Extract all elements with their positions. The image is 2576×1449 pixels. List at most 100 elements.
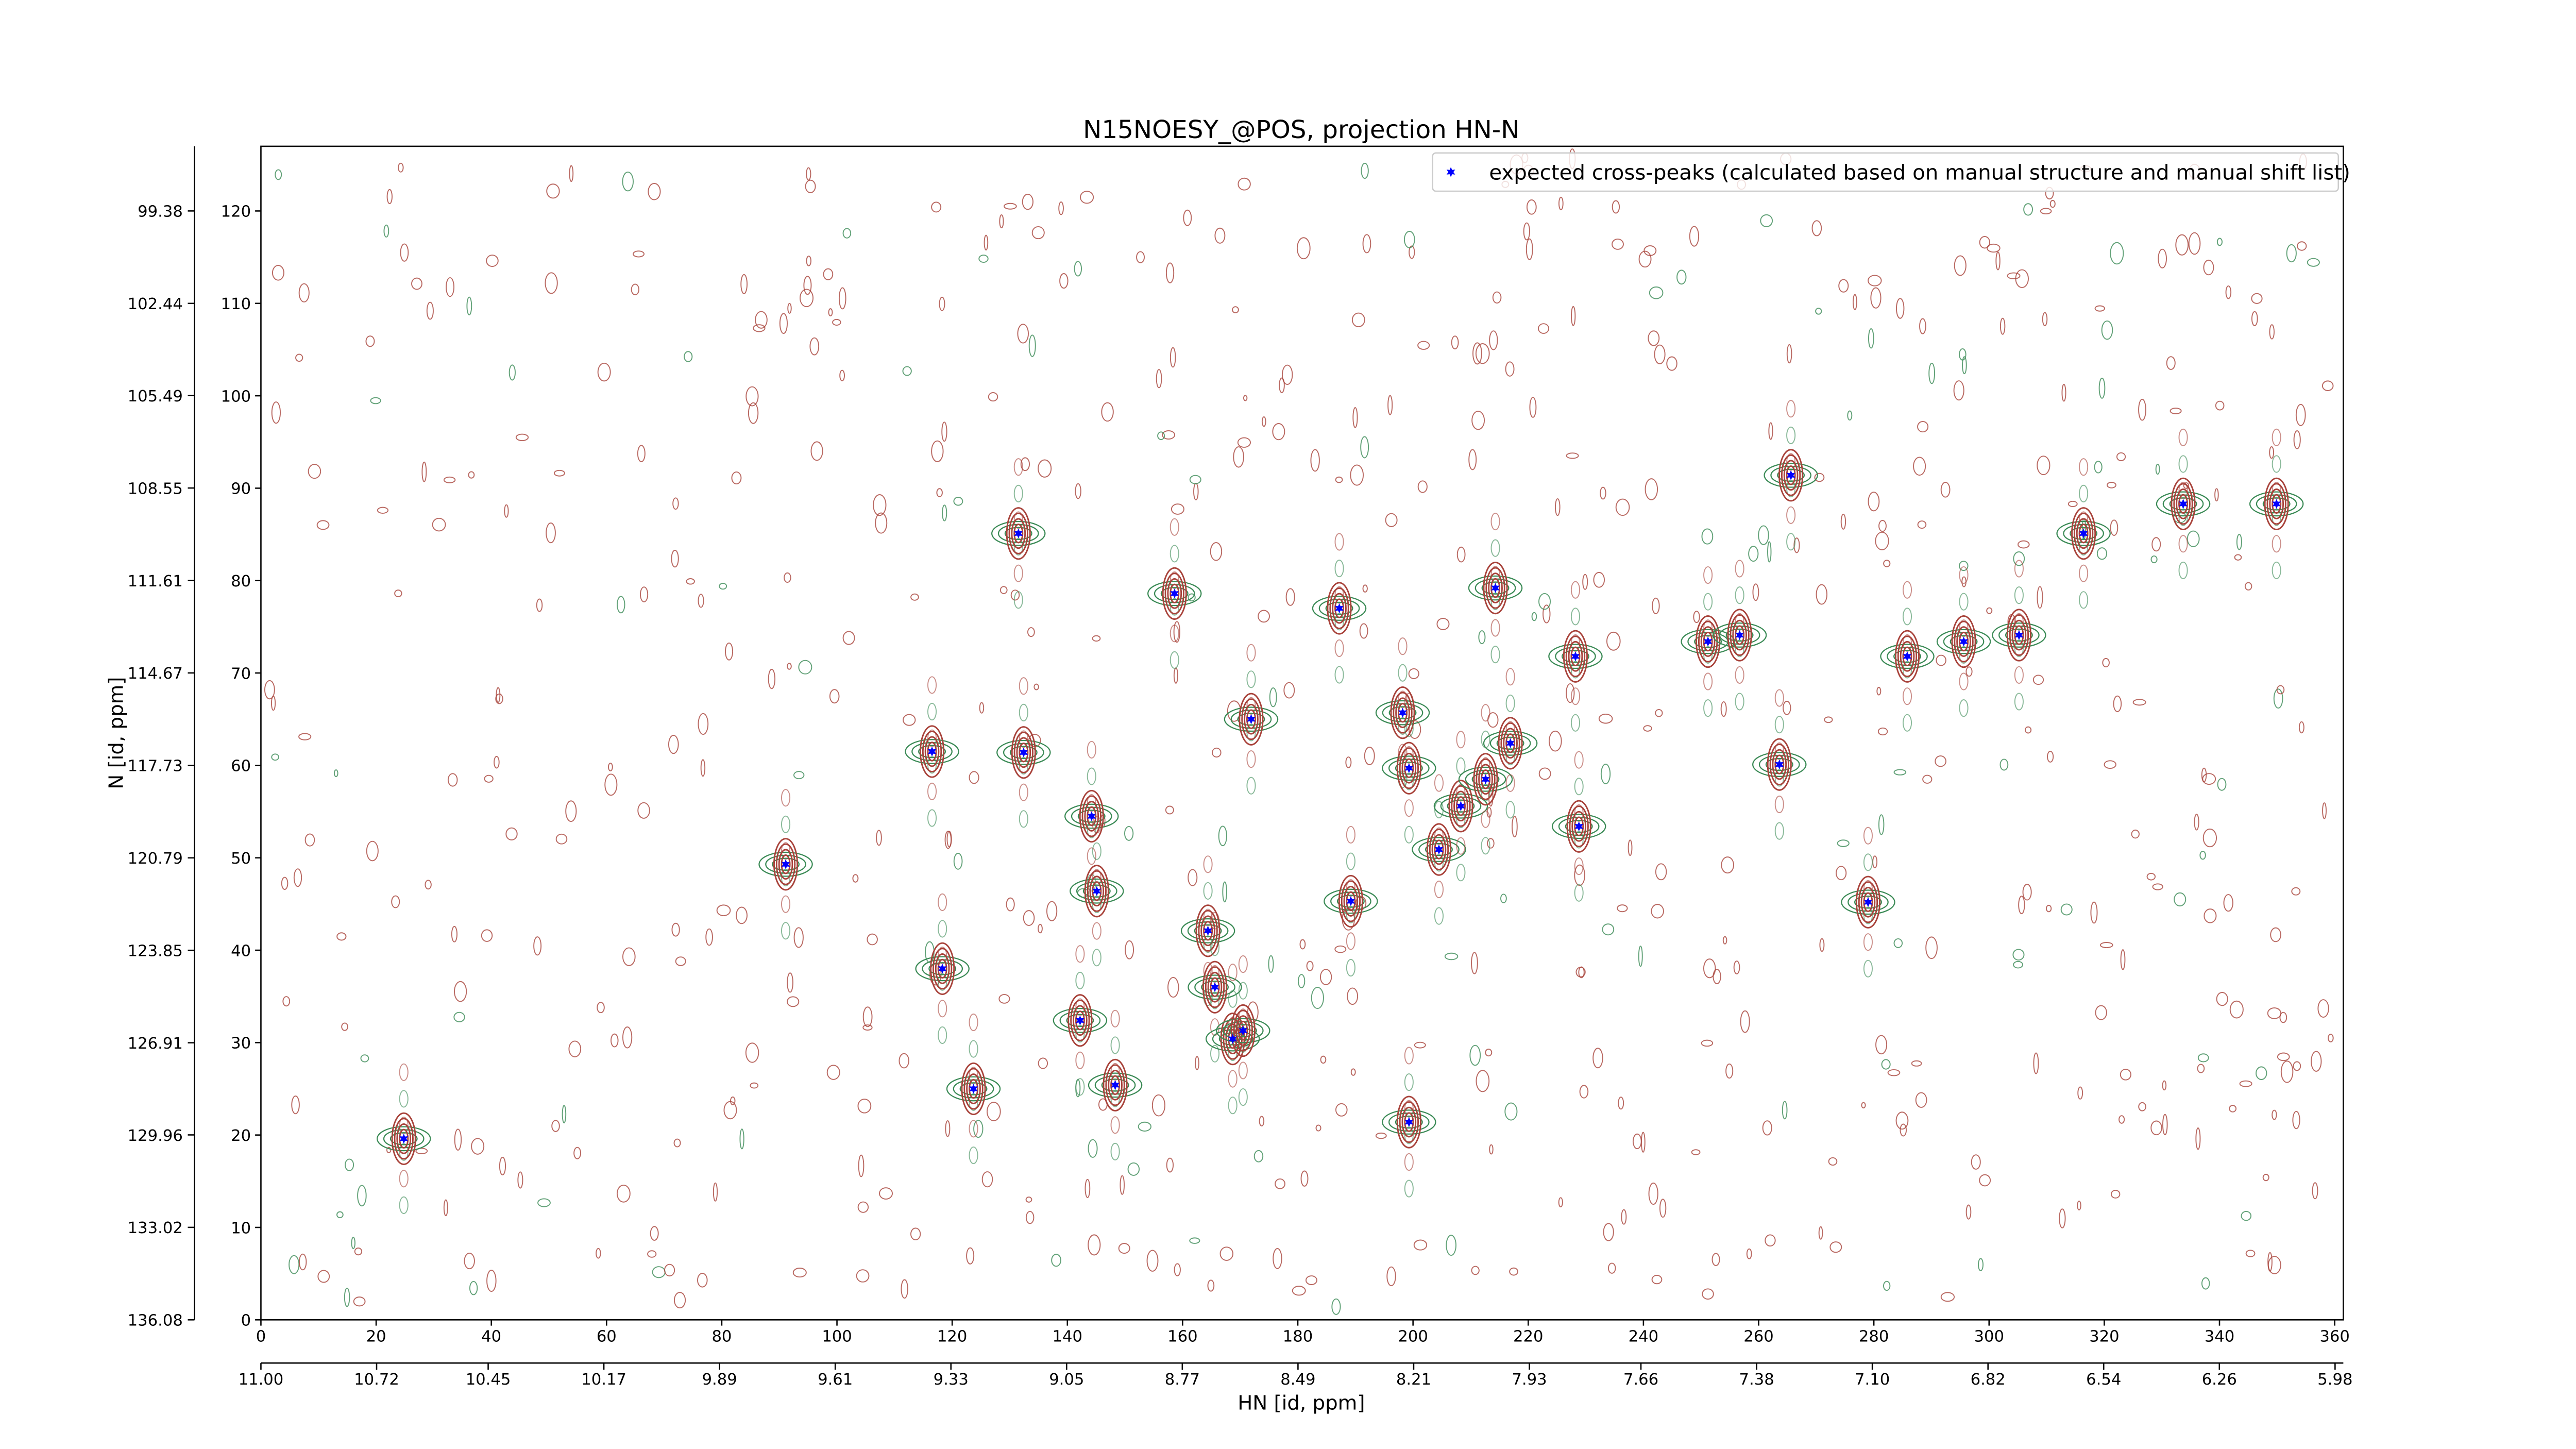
contour: [1574, 831, 1584, 849]
contour: [1959, 672, 1969, 690]
y2-tick-label: 123.85: [128, 942, 183, 960]
contour: [1570, 646, 1581, 666]
contour: [1375, 1132, 1387, 1139]
contour: [1404, 1126, 1414, 1144]
contour: [1195, 1056, 1199, 1070]
contour: [1529, 397, 1537, 418]
contour: [915, 956, 970, 982]
contour: [1170, 347, 1176, 368]
contour: [1087, 794, 1096, 812]
contour: [1570, 634, 1580, 652]
contour: [271, 401, 281, 424]
contour: [1720, 701, 1727, 717]
contour: [377, 507, 389, 514]
contour: [899, 1053, 909, 1069]
contour: [1774, 769, 1784, 787]
contour: [1781, 454, 1801, 496]
contour: [1928, 362, 1936, 384]
contour: [1297, 974, 1306, 988]
contour: [1386, 1266, 1396, 1287]
contour: [1433, 793, 1488, 819]
contour: [2279, 1012, 2287, 1023]
contour: [1346, 905, 1355, 923]
contour: [1523, 222, 1530, 241]
contour: [932, 948, 953, 990]
contour: [1016, 737, 1031, 768]
contour: [1643, 725, 1652, 732]
cross-peak: [2179, 499, 2188, 509]
contour: [1080, 191, 1094, 204]
contour: [486, 255, 499, 267]
contour: [1598, 713, 1613, 724]
contour: [969, 1067, 978, 1085]
contour: [1935, 755, 1946, 767]
contour: [1075, 998, 1085, 1016]
contour: [1075, 971, 1085, 989]
contour: [1703, 631, 1713, 652]
contour: [838, 287, 846, 310]
contour: [1448, 780, 1473, 833]
x2-tick-label: 9.89: [702, 1371, 737, 1389]
contour: [1782, 1101, 1788, 1120]
contour: [546, 523, 556, 544]
contour: [1902, 634, 1912, 652]
contour: [1375, 700, 1430, 726]
cross-peak: [1204, 925, 1212, 936]
contour: [2102, 658, 2110, 668]
contour: [2293, 430, 2301, 449]
contour: [781, 789, 791, 807]
contour: [725, 642, 734, 661]
contour: [787, 663, 792, 670]
contour: [2202, 773, 2216, 785]
contour: [1283, 682, 1295, 699]
contour: [1396, 1096, 1421, 1149]
contour: [1962, 356, 1967, 375]
x2-tick-label: 10.72: [354, 1371, 399, 1389]
contour: [1500, 722, 1520, 764]
contour: [1019, 810, 1028, 828]
contour: [1863, 827, 1873, 845]
contour: [565, 800, 577, 822]
contour: [2162, 1114, 2168, 1136]
contour: [2059, 1208, 2066, 1228]
contour: [1038, 924, 1043, 934]
contour: [569, 165, 574, 182]
x2-tick-label: 10.17: [581, 1371, 626, 1389]
contour: [1735, 693, 1744, 711]
contour: [2317, 999, 2329, 1018]
cross-peak: [927, 746, 937, 757]
contour: [1331, 1298, 1341, 1315]
contour: [927, 742, 937, 762]
contour: [2188, 232, 2201, 255]
contour: [2244, 582, 2252, 591]
contour: [2150, 1120, 2162, 1136]
contour: [1092, 922, 1101, 940]
contour: [1343, 886, 1359, 917]
cross-peak: [1574, 821, 1584, 832]
y2-tick-label: 102.44: [128, 295, 183, 313]
contour: [931, 201, 942, 213]
contour: [1936, 629, 1991, 654]
contour: [1412, 837, 1466, 862]
contour: [2113, 695, 2122, 712]
contour: [1505, 774, 1515, 792]
contour: [700, 759, 706, 777]
contour: [2095, 1005, 2107, 1020]
contour: [829, 689, 840, 704]
contour: [1727, 609, 1752, 662]
cross-peak: [2079, 528, 2088, 538]
contour: [2014, 693, 2024, 711]
contour: [1558, 1197, 1563, 1208]
contour: [399, 1090, 409, 1108]
contour: [370, 397, 381, 405]
contour: [1246, 723, 1256, 742]
contour: [1275, 1178, 1285, 1189]
contour: [1965, 1204, 1972, 1220]
contour: [1498, 717, 1523, 770]
contour: [1203, 855, 1213, 873]
contour: [1408, 720, 1421, 739]
contour: [2174, 892, 2187, 907]
contour: [1051, 1254, 1061, 1267]
legend-label: expected cross-peaks (calculated based o…: [1489, 160, 2350, 184]
contour: [1110, 1009, 1120, 1027]
